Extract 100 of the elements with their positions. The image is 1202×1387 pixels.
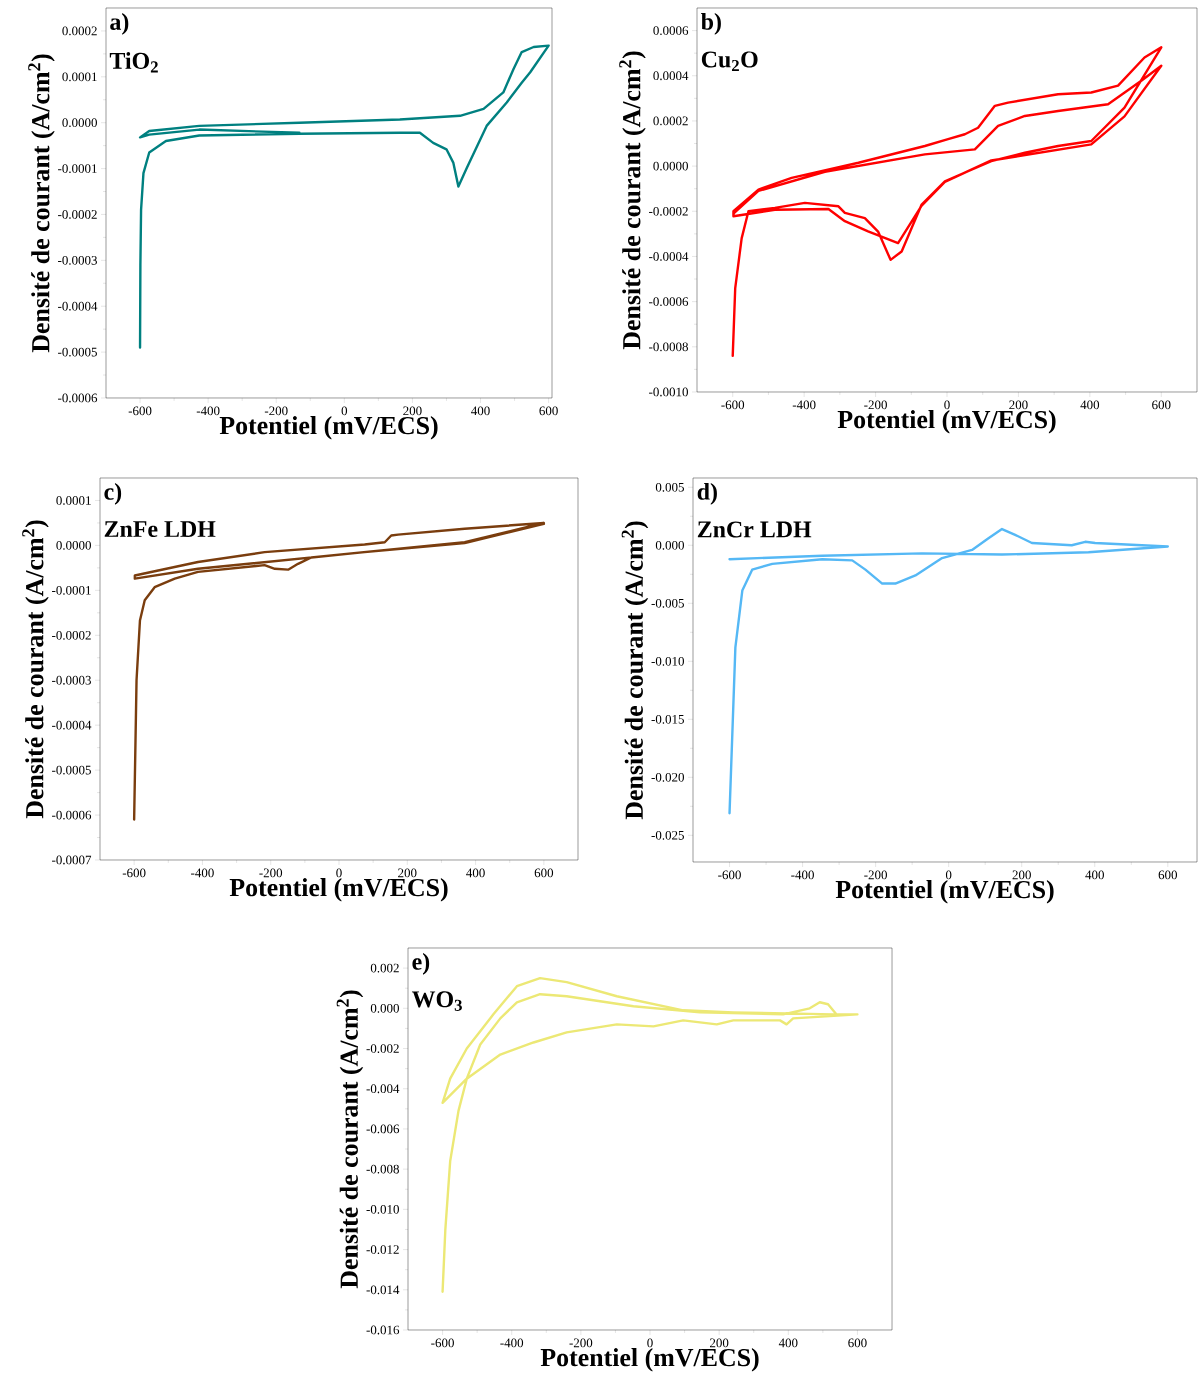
x-axis-title: Potentiel (mV/ECS) [540,1348,759,1372]
annotation: c) [104,483,122,505]
x-tick-label: 200 [1009,400,1028,410]
x-tick-label: -200 [264,406,288,416]
y-tick-label: 0.0000 [653,161,688,171]
x-tick-label: 200 [1012,870,1031,880]
x-tick-label: -400 [500,1338,524,1348]
y-tick-label: 0.0000 [62,118,97,128]
x-tick-label: 200 [398,868,417,878]
y-tick-label: -0.004 [366,1084,400,1094]
x-tick-label: -200 [864,400,887,410]
x-tick-label: -600 [122,868,146,878]
y-tick-label: 0.0004 [653,71,689,81]
y-tick-label: -0.0004 [649,252,689,261]
y-tick-label: -0.010 [651,656,684,666]
y-tick-label: -0.0003 [52,675,91,685]
x-tick-label: -400 [196,406,220,416]
y-tick-label: 0.000 [370,1003,399,1013]
y-tick-label: -0.014 [366,1285,400,1295]
x-tick-label: 400 [1085,870,1104,880]
x-tick-label: 0 [336,868,342,878]
x-tick-label: -400 [191,868,214,878]
y-tick-label: -0.0002 [52,630,91,640]
x-tick-label: 400 [466,868,485,878]
y-tick-label: -0.008 [366,1164,399,1174]
x-tick-label: -200 [864,870,887,880]
y-tick-label: -0.010 [366,1204,399,1214]
y-tick-label: -0.012 [366,1245,399,1254]
annotation: TiO$_{2}$ [109,52,158,73]
x-tick-label: 600 [848,1338,867,1348]
x-tick-label: 0 [945,870,952,880]
x-tick-label: 0 [647,1338,653,1348]
y-tick-label: -0.0001 [52,585,91,595]
x-tick-label: 600 [1152,400,1171,410]
x-tick-label: -600 [718,870,741,880]
y-tick-label: 0.005 [655,482,684,492]
x-tick-label: 400 [1080,400,1100,410]
y-tick-label: 0.002 [370,963,399,973]
y-tick-label: -0.0006 [52,810,92,820]
x-tick-label: -400 [791,870,814,880]
y-tick-label: -0.0008 [649,342,688,352]
y-axis-title: Densité de courant (A/cm$^{2}$) [336,990,364,1289]
annotation: ZnFe LDH [104,521,216,538]
y-tick-label: -0.0005 [52,765,91,775]
x-axis-title: Potentiel (mV/ECS) [219,416,438,440]
x-tick-label: 200 [710,1338,729,1348]
y-tick-label: -0.0006 [58,393,98,403]
x-tick-label: -200 [569,1338,593,1348]
x-tick-label: 600 [1158,870,1178,880]
x-tick-label: -400 [792,400,816,410]
x-tick-label: 400 [778,1338,798,1348]
annotation: b) [701,13,721,35]
annotation: ZnCr LDH [697,521,812,538]
y-axis-title: Densité de courant (A/cm$^{2}$) [621,521,649,820]
y-tick-label: -0.0010 [649,387,688,397]
annotation: a) [110,13,129,35]
y-tick-label: 0.000 [655,540,684,550]
x-axis-title: Potentiel (mV/ECS) [229,878,448,902]
x-tick-label: 0 [944,400,950,410]
y-tick-label: -0.0005 [58,347,97,357]
y-tick-label: -0.006 [366,1124,400,1134]
y-tick-label: -0.0004 [52,720,92,730]
x-tick-label: 600 [539,406,558,416]
y-tick-label: -0.0007 [52,855,92,865]
y-axis-title: Densité de courant (A/cm$^{2}$) [619,51,646,350]
line-series [731,46,1163,358]
y-tick-label: -0.0003 [58,255,97,265]
y-tick-label: -0.005 [651,598,684,608]
annotation: WO$_{3}$ [411,991,462,1011]
y-tick-label: 0.0001 [62,72,97,82]
x-tick-label: 200 [403,406,422,416]
x-axis-title: Potentiel (mV/ECS) [837,410,1056,434]
x-tick-label: -600 [431,1338,454,1348]
x-tick-label: 400 [471,406,490,416]
x-tick-label: -600 [721,400,745,410]
y-tick-label: -0.015 [651,714,684,724]
y-tick-label: -0.0001 [58,164,97,173]
y-tick-label: -0.0004 [58,301,98,311]
y-tick-label: -0.0002 [649,206,688,216]
y-tick-label: -0.025 [651,830,684,840]
y-tick-label: -0.020 [651,772,684,782]
x-axis-title: Potentiel (mV/ECS) [835,880,1054,904]
annotation: Cu$_{2}$O [701,51,758,71]
x-tick-label: 600 [534,868,554,878]
annotation: e) [412,953,430,975]
y-tick-label: -0.002 [366,1044,399,1053]
y-tick-label: -0.016 [366,1325,400,1335]
annotation: d) [697,483,717,505]
x-tick-label: -600 [128,406,152,416]
y-tick-label: -0.0006 [649,297,689,307]
y-tick-label: 0.0002 [653,116,688,126]
y-tick-label: 0.0006 [653,26,689,35]
x-tick-label: 0 [341,406,348,416]
y-tick-label: -0.0002 [58,210,97,219]
y-tick-label: 0.0000 [56,541,91,550]
y-tick-label: 0.0002 [62,26,97,36]
y-tick-label: 0.0001 [56,496,91,505]
x-tick-label: -200 [259,868,283,878]
y-axis-title: Densité de courant (A/cm$^{2}$) [22,520,49,819]
y-axis-title: Densité de courant (A/cm$^{2}$) [28,54,55,353]
